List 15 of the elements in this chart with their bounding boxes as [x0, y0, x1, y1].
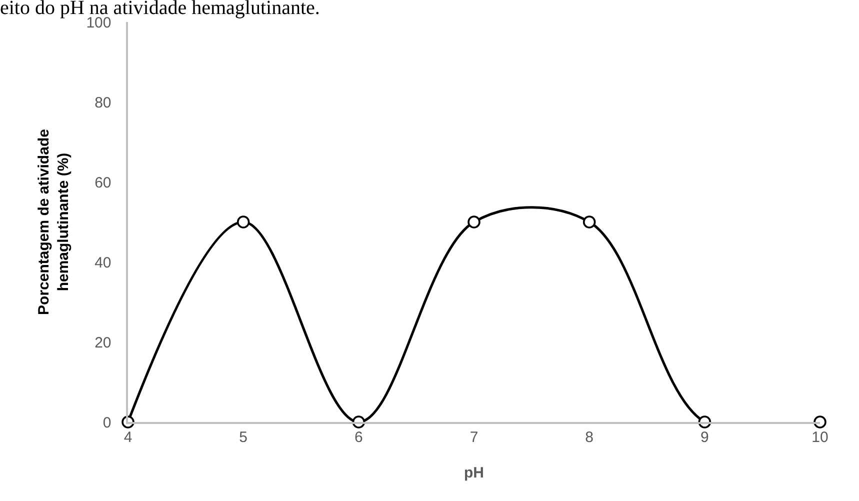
y-axis-title: Porcentagem de atividade hemaglutinante (%) — [35, 129, 72, 315]
x-tick-label: 6 — [354, 428, 363, 446]
x-tick-label: 5 — [239, 428, 248, 446]
y-tick-label: 0 — [102, 414, 112, 432]
y-tick-label: 100 — [86, 14, 112, 32]
y-tick-label: 60 — [94, 174, 112, 192]
y-tick-label: 20 — [94, 334, 112, 352]
y-tick-label: 80 — [94, 94, 112, 112]
y-tick-label: 40 — [94, 254, 112, 272]
x-tick-label: 4 — [124, 428, 132, 446]
x-tick-label: 7 — [470, 428, 478, 446]
x-tick-label: 10 — [812, 428, 828, 446]
x-tick-label: 9 — [700, 428, 709, 446]
x-tick-label: 8 — [585, 428, 594, 446]
x-axis-title: pH — [464, 464, 484, 482]
